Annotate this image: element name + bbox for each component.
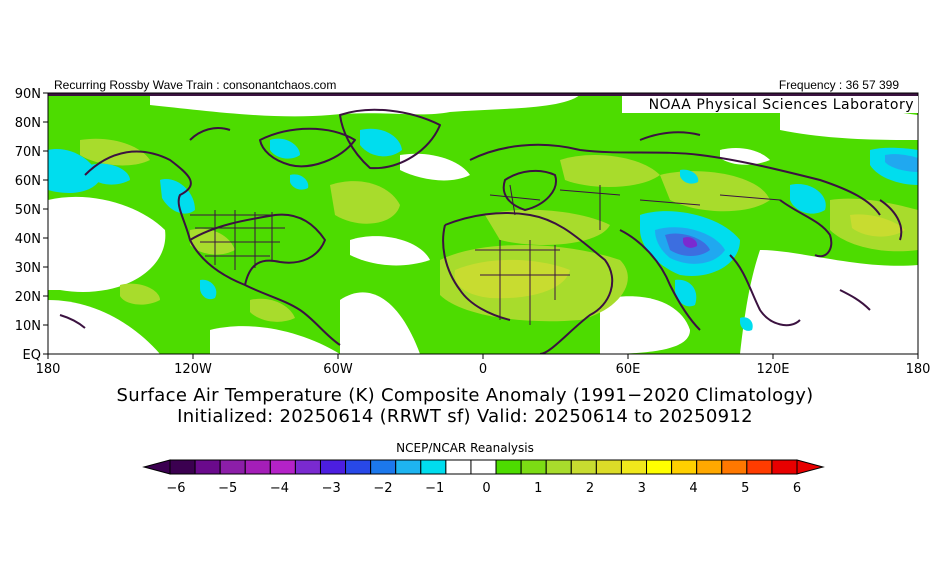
map-title: Surface Air Temperature (K) Composite An… — [116, 385, 814, 406]
colorbar-box — [219, 459, 246, 475]
lat-label: 60N — [15, 174, 41, 189]
lat-label: 80N — [15, 116, 41, 131]
colorbar-box — [294, 459, 321, 475]
colorbar-box — [595, 459, 622, 475]
lat-label: EQ — [23, 348, 41, 363]
colorbar-tick-label: −6 — [166, 481, 185, 496]
longitude-axis: 180 120W 60W 0 60E 120E 180 — [36, 354, 930, 377]
colorbar-tick-label: −4 — [270, 481, 289, 496]
lab-label: NOAA Physical Sciences Laboratory — [649, 97, 914, 113]
latitude-axis: 90N 80N 70N 60N 50N 40N 30N 20N 10N EQ — [15, 87, 48, 363]
colorbar-box — [169, 459, 196, 475]
lon-label: 0 — [479, 362, 487, 377]
colorbar-tick-label: 5 — [741, 481, 749, 496]
colorbar-boxes — [142, 459, 825, 475]
colorbar-box — [269, 459, 296, 475]
colorbar-box — [244, 459, 271, 475]
colorbar-box — [194, 459, 221, 475]
colorbar-arrow-left — [142, 459, 171, 475]
colorbar-box — [671, 459, 698, 475]
political-boundaries — [190, 184, 781, 325]
lab-label-box — [622, 96, 918, 113]
colorbar-box — [445, 459, 472, 475]
lat-label: 40N — [15, 232, 41, 247]
colorbar-ticks: −6 −5 −4 −3 −2 −1 0 1 2 3 4 5 6 — [166, 481, 801, 496]
colorbar-box — [345, 459, 372, 475]
colorbar-box — [495, 459, 522, 475]
lon-label: 60E — [616, 362, 641, 377]
colorbar-box — [420, 459, 447, 475]
lon-label: 120E — [756, 362, 789, 377]
frequency-text: Frequency : 36 57 399 — [778, 78, 899, 92]
colorbar-box — [319, 459, 347, 475]
colorbar-tick-label: 4 — [689, 481, 697, 496]
colorbar-box — [646, 459, 673, 475]
colorbar-tick-label: 2 — [586, 481, 594, 496]
colorbar-box — [696, 459, 723, 475]
colorbar-tick-label: −2 — [373, 481, 392, 496]
colorbar-box — [545, 459, 572, 475]
colorbar-arrow-right — [796, 459, 825, 475]
lat-label: 50N — [15, 203, 41, 218]
colorbar-box — [395, 459, 422, 475]
lat-label: 30N — [15, 261, 41, 276]
colorbar-box — [570, 459, 597, 475]
colorbar-tick-label: −3 — [322, 481, 341, 496]
colorbar-box — [470, 459, 497, 475]
map-top-band — [48, 93, 918, 96]
colorbar-box — [370, 459, 397, 475]
colorbar-box — [746, 459, 773, 475]
colorbar-box — [721, 459, 748, 475]
colorbar-box — [620, 459, 648, 475]
lon-label: 60W — [323, 362, 353, 377]
map-subtitle: Initialized: 20250614 (RRWT sf) Valid: 2… — [177, 406, 753, 427]
colorbar-tick-label: −1 — [425, 481, 444, 496]
lat-label: 90N — [15, 87, 41, 102]
colorbar-tick-label: 6 — [793, 481, 801, 496]
anomaly-field — [48, 93, 918, 354]
lat-label: 10N — [15, 319, 41, 334]
colorbar-box — [771, 459, 798, 475]
lat-label: 20N — [15, 290, 41, 305]
negative-regions — [48, 128, 918, 331]
lon-label: 180 — [906, 362, 930, 377]
anomaly-map: NOAA Physical Sciences Laboratory 90N 80N… — [15, 87, 930, 377]
colorbar-tick-label: 3 — [638, 481, 646, 496]
lat-label: 70N — [15, 145, 41, 160]
coastlines — [59, 108, 903, 354]
map-credit-text: Recurring Rossby Wave Train : consonantc… — [54, 78, 337, 92]
lon-label: 120W — [174, 362, 212, 377]
colorbar-source: NCEP/NCAR Reanalysis — [396, 441, 534, 455]
colorbar-tick-label: −5 — [218, 481, 237, 496]
colorbar-tick-label: 1 — [534, 481, 542, 496]
colorbar-tick-label: 0 — [482, 481, 490, 496]
colorbar-box — [520, 459, 547, 475]
lon-label: 180 — [36, 362, 61, 377]
